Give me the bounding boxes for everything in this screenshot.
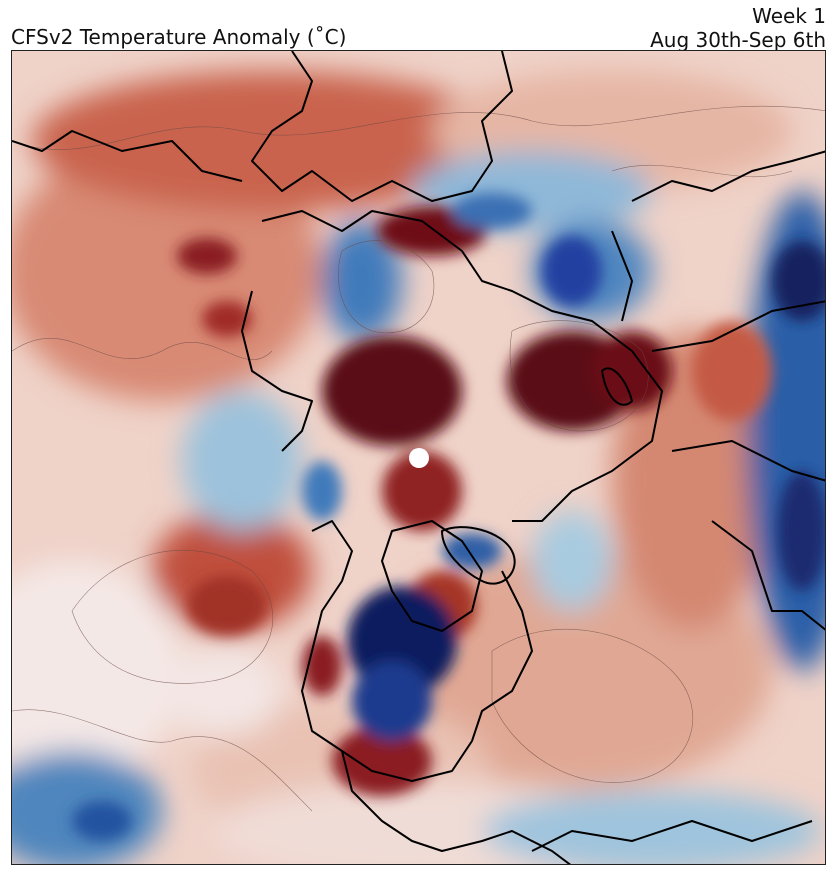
- week-label: Week 1: [752, 4, 826, 28]
- map-title: CFSv2 Temperature Anomaly (˚C): [11, 25, 347, 49]
- anomaly-field-detail: [72, 193, 825, 841]
- contour-lines: [12, 105, 825, 812]
- anomaly-map: [11, 50, 826, 865]
- anomaly-map-canvas: [12, 51, 825, 864]
- coastlines: [12, 51, 825, 864]
- forecast-period: Week 1 Aug 30th-Sep 6th: [650, 4, 826, 52]
- date-range: Aug 30th-Sep 6th: [650, 28, 826, 52]
- north-pole-marker: [409, 448, 429, 468]
